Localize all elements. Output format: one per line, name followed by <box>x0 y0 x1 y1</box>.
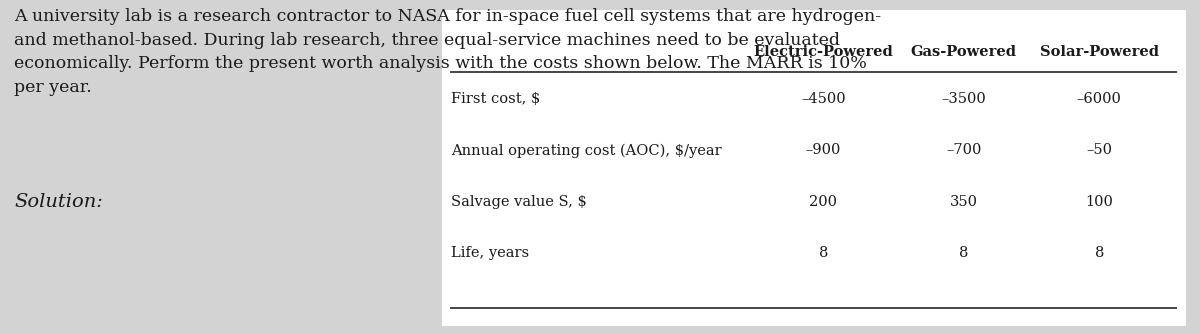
Text: Electric-Powered: Electric-Powered <box>754 45 893 59</box>
Text: A university lab is a research contractor to NASA for in-space fuel cell systems: A university lab is a research contracto… <box>14 8 882 96</box>
Text: 350: 350 <box>949 195 978 209</box>
Text: –4500: –4500 <box>800 92 846 106</box>
FancyBboxPatch shape <box>442 10 1186 326</box>
Text: Annual operating cost (AOC), $/year: Annual operating cost (AOC), $/year <box>451 143 722 158</box>
Text: Life, years: Life, years <box>451 246 529 260</box>
Text: 200: 200 <box>809 195 838 209</box>
Text: Solution:: Solution: <box>14 193 103 211</box>
Text: Gas-Powered: Gas-Powered <box>911 45 1016 59</box>
Text: –900: –900 <box>805 143 841 157</box>
Text: 8: 8 <box>1094 246 1104 260</box>
Text: –6000: –6000 <box>1076 92 1122 106</box>
Text: Salvage value S, $: Salvage value S, $ <box>451 195 587 209</box>
Text: Solar-Powered: Solar-Powered <box>1039 45 1159 59</box>
Text: 8: 8 <box>818 246 828 260</box>
Text: –3500: –3500 <box>941 92 986 106</box>
Text: 8: 8 <box>959 246 968 260</box>
Text: 100: 100 <box>1085 195 1114 209</box>
Text: First cost, $: First cost, $ <box>451 92 540 106</box>
Text: –50: –50 <box>1086 143 1112 157</box>
Text: –700: –700 <box>946 143 982 157</box>
